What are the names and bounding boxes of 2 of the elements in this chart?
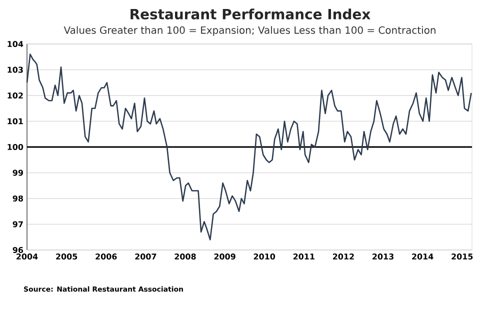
chart-title: Restaurant Performance Index — [130, 8, 370, 20]
chart-subtitle: Values Greater than 100 = Expansion; Values Less than 100 = Contraction — [64, 26, 436, 36]
